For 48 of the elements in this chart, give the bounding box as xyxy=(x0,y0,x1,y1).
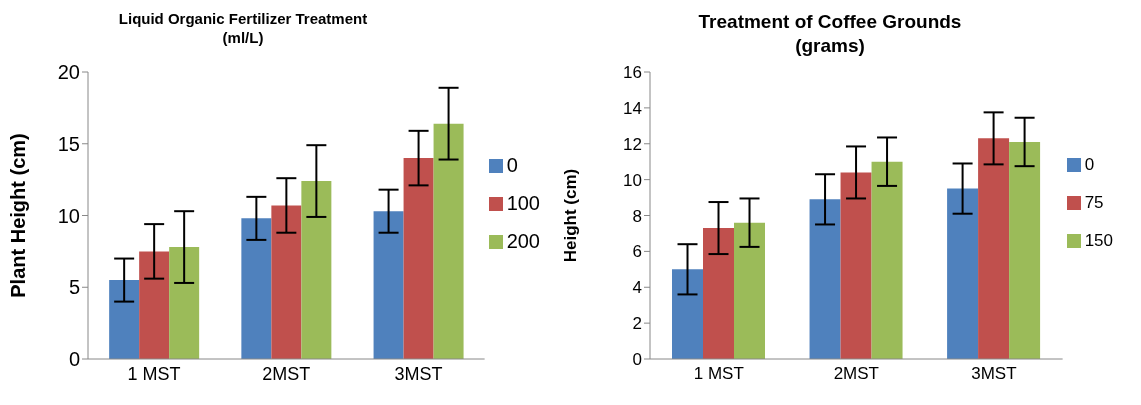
legend-label: 100 xyxy=(506,191,540,214)
bar xyxy=(169,247,200,359)
y-tick-label: 6 xyxy=(632,242,642,262)
bar xyxy=(139,251,170,359)
y-tick-label: 5 xyxy=(68,276,80,299)
y-axis-title: Plant Height (cm) xyxy=(7,133,30,298)
y-tick-label: 14 xyxy=(623,98,642,118)
chart-title: Treatment of Coffee Grounds (grams) xyxy=(697,10,963,58)
bar xyxy=(809,199,841,359)
bar xyxy=(672,269,704,359)
bar xyxy=(978,138,1010,359)
x-tick-label: 1 MST xyxy=(693,364,744,384)
bar xyxy=(871,161,903,359)
y-axis-title: Height (cm) xyxy=(561,168,581,263)
bar xyxy=(433,123,464,359)
y-tick-label: 0 xyxy=(68,348,80,371)
y-tick-label: 4 xyxy=(632,278,642,298)
legend-label: 0 xyxy=(506,153,518,176)
bar xyxy=(109,280,140,359)
bar xyxy=(241,218,272,359)
y-tick-label: 10 xyxy=(623,170,642,190)
legend-label: 150 xyxy=(1084,230,1113,250)
x-tick-label: 2MST xyxy=(262,363,311,384)
bar xyxy=(703,228,735,359)
y-tick-label: 0 xyxy=(632,350,642,370)
bar xyxy=(947,188,979,359)
y-tick-label: 15 xyxy=(57,132,80,155)
x-tick-label: 3MST xyxy=(971,364,1017,384)
y-tick-label: 8 xyxy=(632,206,642,226)
x-tick-label: 2MST xyxy=(833,364,879,384)
legend-label: 0 xyxy=(1084,154,1095,174)
x-tick-label: 3MST xyxy=(394,363,443,384)
bar xyxy=(271,205,302,359)
chart-title: Liquid Organic Fertilizer Treatment (ml/L) xyxy=(117,10,369,48)
bar xyxy=(1009,141,1041,359)
y-tick-label: 16 xyxy=(623,63,642,83)
y-tick-label: 10 xyxy=(57,204,80,227)
bar xyxy=(403,158,434,359)
y-tick-label: 20 xyxy=(57,61,80,84)
legend-label: 75 xyxy=(1084,192,1104,212)
x-tick-label: 1 MST xyxy=(127,363,181,384)
bar xyxy=(373,211,404,359)
bar xyxy=(840,172,872,359)
bar xyxy=(734,222,766,359)
legend-label: 200 xyxy=(506,229,540,252)
y-tick-label: 2 xyxy=(632,314,642,334)
bar xyxy=(301,181,332,359)
y-tick-label: 12 xyxy=(623,134,642,154)
